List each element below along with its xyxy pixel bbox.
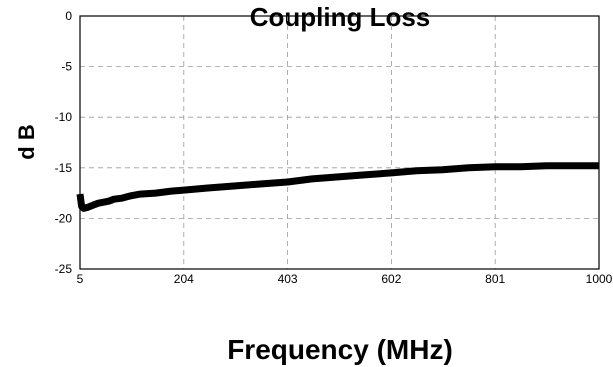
x-tick-label: 403 xyxy=(278,272,298,286)
y-axis-title: d B xyxy=(14,124,39,159)
series-line xyxy=(76,162,599,212)
y-axis-ticks: 0 -5 -10 -15 -20 -25 xyxy=(55,9,73,276)
y-tick-label: -10 xyxy=(55,110,73,124)
x-tick-label: 602 xyxy=(381,272,401,286)
series-layer xyxy=(76,162,599,212)
x-axis-title: Frequency (MHz) xyxy=(227,334,453,365)
x-tick-label: 204 xyxy=(174,272,194,286)
x-tick-label: 1000 xyxy=(586,272,613,286)
y-tick-label: -20 xyxy=(55,211,73,225)
y-tick-label: -5 xyxy=(61,60,72,74)
chart-title: Coupling Loss xyxy=(250,2,431,32)
y-tick-label: -15 xyxy=(55,161,73,175)
plot-area-frame xyxy=(79,15,600,270)
x-tick-label: 5 xyxy=(77,272,84,286)
y-tick-label: -25 xyxy=(55,262,73,276)
x-axis-ticks: 5 204 403 602 801 1000 xyxy=(77,272,613,286)
x-tick-label: 801 xyxy=(485,272,505,286)
y-tick-label: 0 xyxy=(65,9,72,23)
grid xyxy=(80,16,599,269)
